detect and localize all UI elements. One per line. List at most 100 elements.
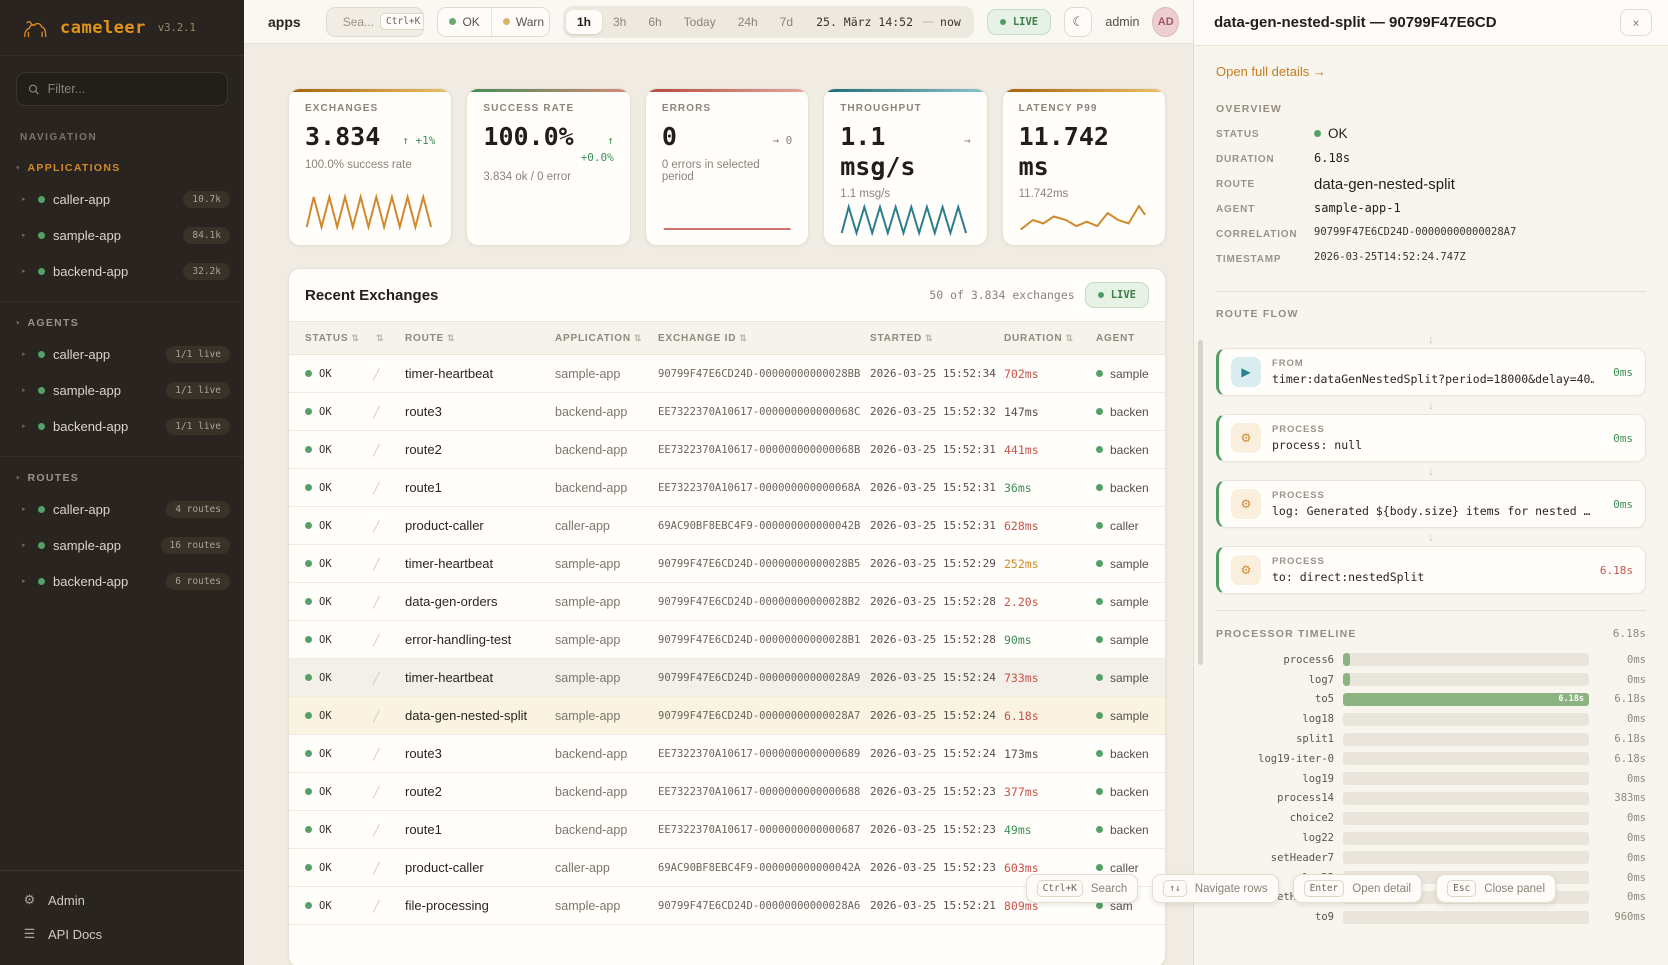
chevron-right-icon: ▸ xyxy=(22,423,26,430)
table-row[interactable]: OK ╱ route1 backend-app EE7322370A10617-… xyxy=(289,811,1165,849)
sidebar-item-application[interactable]: ▸ caller-app 10.7k xyxy=(0,181,244,217)
column-header-route[interactable]: ROUTE ⇅ xyxy=(405,332,456,344)
status-filter[interactable]: OK xyxy=(438,8,490,36)
status-label: OK xyxy=(319,405,332,418)
column-header-trend[interactable]: ⇅ xyxy=(373,333,405,344)
table-row[interactable]: OK ╱ timer-heartbeat sample-app 90799F47… xyxy=(289,355,1165,393)
sidebar-item-agent[interactable]: ▸ caller-app 1/1 live xyxy=(0,336,244,372)
column-header-application[interactable]: APPLICATION ⇅ xyxy=(555,332,643,344)
range-button[interactable]: Today xyxy=(673,10,727,34)
table-row[interactable]: OK ╱ product-caller caller-app 69AC90BF8… xyxy=(289,507,1165,545)
route-flow-list: ↓ ▶ FROM timer:dataGenNestedSplit?period… xyxy=(1216,330,1646,594)
range-button[interactable]: 7d xyxy=(769,10,804,34)
route-flow-card[interactable]: ▶ FROM timer:dataGenNestedSplit?period=1… xyxy=(1216,348,1646,396)
column-header-exchange-id[interactable]: EXCHANGE ID ⇅ xyxy=(658,332,748,344)
route-flow-card[interactable]: ⚙ PROCESS log: Generated ${body.size} it… xyxy=(1216,480,1646,528)
open-full-details-link[interactable]: Open full details → xyxy=(1216,64,1326,79)
sidebar-filter[interactable] xyxy=(16,72,228,106)
range-button[interactable]: 6h xyxy=(637,10,672,34)
sidebar-item-label: backend-app xyxy=(53,263,129,279)
range-button[interactable]: 1h xyxy=(565,9,602,34)
live-label: LIVE xyxy=(1012,15,1039,28)
filter-input[interactable] xyxy=(47,82,216,96)
close-panel-button[interactable]: × xyxy=(1620,9,1652,36)
range-button[interactable]: 24h xyxy=(727,10,769,34)
processor-name: log7 xyxy=(1308,673,1334,686)
range-date-from[interactable]: 25. März 14:52 xyxy=(816,14,914,29)
column-header-agent[interactable]: AGENT xyxy=(1096,332,1135,344)
table-row[interactable]: OK ╱ timer-heartbeat sample-app 90799F47… xyxy=(289,545,1165,583)
panel-scrollbar[interactable] xyxy=(1198,340,1203,665)
application-cell: backend-app xyxy=(555,404,628,419)
section-label: ROUTES xyxy=(27,472,80,484)
range-button[interactable]: 3h xyxy=(602,10,637,34)
sidebar-item-route[interactable]: ▸ backend-app 6 routes xyxy=(0,563,244,599)
sidebar-item-route[interactable]: ▸ caller-app 4 routes xyxy=(0,491,244,527)
agent-status-dot xyxy=(1096,560,1103,567)
sidebar-item-application[interactable]: ▸ sample-app 84.1k xyxy=(0,217,244,253)
status-label: OK xyxy=(319,747,332,760)
application-cell: caller-app xyxy=(555,518,610,533)
exchange-id-cell: 90799F47E6CD24D-00000000000028BB xyxy=(658,367,861,380)
shortcut-label: Open detail xyxy=(1352,882,1412,895)
processor-name: to9 xyxy=(1315,911,1334,924)
agent-cell: backen xyxy=(1110,822,1149,837)
section-header-agents[interactable]: ▾ AGENTS xyxy=(0,310,244,336)
section-header-routes[interactable]: ▾ ROUTES xyxy=(0,465,244,491)
sidebar-item-agent[interactable]: ▸ sample-app 1/1 live xyxy=(0,372,244,408)
search-icon xyxy=(28,84,39,95)
table-row[interactable]: OK ╱ file-processing sample-app 90799F47… xyxy=(289,887,1165,925)
table-row[interactable]: OK ╱ data-gen-nested-split sample-app 90… xyxy=(289,697,1165,735)
agent-cell: sample xyxy=(1110,632,1149,647)
sidebar-item-admin[interactable]: ⚙ Admin xyxy=(0,883,244,917)
sidebar-item-api-docs[interactable]: ☰ API Docs xyxy=(0,917,244,951)
table-row[interactable]: OK ╱ product-caller caller-app 69AC90BF8… xyxy=(289,849,1165,887)
sidebar-item-agent[interactable]: ▸ backend-app 1/1 live xyxy=(0,408,244,444)
chevron-down-icon: ▾ xyxy=(16,165,20,172)
overview-field: TIMESTAMP 2026-03-25T14:52:24.747Z xyxy=(1216,250,1646,275)
main-area: apps Sea... Ctrl+K OK Warn E xyxy=(244,0,1193,965)
duration-cell: 36ms xyxy=(1004,480,1032,495)
sidebar-item-route[interactable]: ▸ sample-app 16 routes xyxy=(0,527,244,563)
table-row[interactable]: OK ╱ data-gen-orders sample-app 90799F47… xyxy=(289,583,1165,621)
kpi-subtext: 0 errors in selected period xyxy=(661,158,760,183)
processor-duration: 6.18s xyxy=(1614,733,1646,746)
column-header-started[interactable]: STARTED ⇅ xyxy=(870,332,934,344)
route-cell: route1 xyxy=(405,480,442,495)
nav-section-applications: ▾ APPLICATIONS ▸ caller-app 10.7k ▸ samp… xyxy=(0,147,244,289)
table-row[interactable]: OK ╱ timer-heartbeat sample-app 90799F47… xyxy=(289,659,1165,697)
route-cell: route3 xyxy=(405,404,442,419)
search-input[interactable]: Sea... Ctrl+K xyxy=(325,6,425,37)
started-cell: 2026-03-25 15:52:34 xyxy=(870,367,996,380)
started-cell: 2026-03-25 15:52:31 xyxy=(870,443,996,456)
route-flow-step: ↓ ▶ FROM timer:dataGenNestedSplit?period… xyxy=(1216,330,1646,396)
table-row[interactable]: OK ╱ error-handling-test sample-app 9079… xyxy=(289,621,1165,659)
table-row[interactable]: OK ╱ route2 backend-app EE7322370A10617-… xyxy=(289,773,1165,811)
table-live-badge: LIVE xyxy=(1084,282,1149,308)
agent-status-dot xyxy=(1096,712,1103,719)
exchange-id-cell: 90799F47E6CD24D-00000000000028B2 xyxy=(658,595,861,608)
theme-toggle[interactable]: ☾ xyxy=(1064,6,1093,37)
column-header-duration[interactable]: DURATION ⇅ xyxy=(1004,332,1074,344)
live-badge[interactable]: LIVE xyxy=(986,8,1052,35)
application-cell: backend-app xyxy=(555,784,628,799)
agents-list: ▸ caller-app 1/1 live ▸ sample-app 1/1 l… xyxy=(0,336,244,444)
exchange-id-cell: EE7322370A10617-0000000000000688 xyxy=(658,785,861,798)
sort-icon: ⇅ xyxy=(376,332,385,343)
tab-apps[interactable]: apps xyxy=(268,13,301,30)
route-flow-card[interactable]: ⚙ PROCESS process: null 0ms xyxy=(1216,414,1646,462)
section-header-applications[interactable]: ▾ APPLICATIONS xyxy=(0,155,244,181)
table-row[interactable]: OK ╱ route1 backend-app EE7322370A10617-… xyxy=(289,469,1165,507)
table-row[interactable]: OK ╱ route2 backend-app EE7322370A10617-… xyxy=(289,431,1165,469)
table-row[interactable]: OK ╱ route3 backend-app EE7322370A10617-… xyxy=(289,393,1165,431)
range-date-to[interactable]: now xyxy=(940,14,961,29)
sidebar-item-application[interactable]: ▸ backend-app 32.2k xyxy=(0,253,244,289)
avatar[interactable]: AD xyxy=(1152,6,1179,37)
route-flow-card[interactable]: ⚙ PROCESS to: direct:nestedSplit 6.18s xyxy=(1216,546,1646,594)
chevron-right-icon: ▸ xyxy=(22,232,26,239)
column-header-status[interactable]: STATUS ⇅ xyxy=(305,332,360,344)
table-row[interactable]: OK ╱ route3 backend-app EE7322370A10617-… xyxy=(289,735,1165,773)
status-filter[interactable]: Warn xyxy=(490,7,549,36)
application-cell: sample-app xyxy=(555,556,621,571)
trend-spark-icon: ╱ xyxy=(373,406,380,419)
